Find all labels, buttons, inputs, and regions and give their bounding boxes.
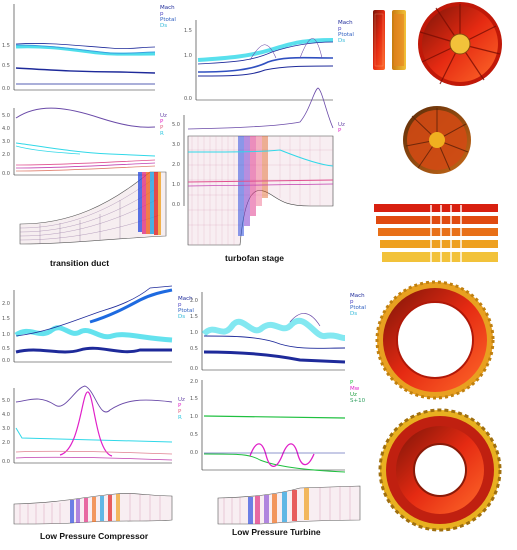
legend-comp-r: R bbox=[178, 415, 182, 421]
panel-transition-duct: 1.5 0.5 0.0 Mach p Ptotal Ds 5.0 4.0 3.0… bbox=[2, 4, 176, 268]
tick-c-0-turb2: 2.0 bbox=[190, 379, 198, 385]
legend-duct-uz: Uz bbox=[160, 113, 167, 119]
legend-duct-r: R bbox=[160, 131, 164, 137]
legend-comp-ds: Ds bbox=[178, 314, 185, 320]
tick-c-3: 0.5 bbox=[2, 346, 10, 352]
tick-b-2: 3.0 bbox=[2, 139, 10, 145]
duct-flow-plot-bottom: 5.0 4.0 3.0 2.0 0.0 Uz P P R bbox=[2, 107, 167, 177]
legend-turb-uz: Uz bbox=[350, 392, 357, 398]
legend-turb-p2: P bbox=[350, 380, 354, 386]
tick-c-2: 1.0 bbox=[2, 332, 10, 338]
tick-a-3: 0.0 bbox=[2, 86, 10, 92]
tick-c-3-turb: 0.5 bbox=[190, 346, 198, 352]
tick-b-5: 0.0 bbox=[2, 171, 10, 177]
tick-c-4-turb2: 0.0 bbox=[190, 450, 198, 456]
render-blade-row-stack bbox=[374, 204, 498, 263]
turbine-flow-plot-bottom: 2.0 1.5 1.0 0.5 0.0 P Mw Uz S+10 bbox=[190, 379, 366, 473]
tick-c-0: 2.0 bbox=[2, 301, 10, 307]
tick-a-1-stage: 1.0 bbox=[184, 53, 192, 59]
turbine-flow-plot-top: 2.0 1.5 1.0 0.5 0.0 Mach p Ptotal Ds bbox=[190, 292, 366, 372]
tick-c-1-turb: 1.5 bbox=[190, 314, 198, 320]
caption-transition-duct: transition duct bbox=[50, 258, 109, 268]
tick-b-5-comp: 0.0 bbox=[2, 459, 10, 465]
tick-b-3: 2.0 bbox=[2, 152, 10, 158]
tick-b-2-comp: 3.0 bbox=[2, 426, 10, 432]
legend-stage-p: p bbox=[338, 26, 342, 32]
legend-comp-uz: Uz bbox=[178, 397, 185, 403]
legend-comp-ptotal: Ptotal bbox=[178, 308, 194, 314]
tick-c-2-turb2: 1.0 bbox=[190, 414, 198, 420]
tick-c-2-turb: 1.0 bbox=[190, 330, 198, 336]
legend-comp-mach: Mach bbox=[178, 296, 193, 302]
legend-stage-ptotal: Ptotal bbox=[338, 32, 354, 38]
caption-lp-turbine: Low Pressure Turbine bbox=[232, 527, 321, 537]
tick-c-4: 0.0 bbox=[2, 358, 10, 364]
legend-comp-p: p bbox=[178, 302, 182, 308]
legend-turb-mw: Mw bbox=[350, 386, 360, 392]
legend-stage-ds: Ds bbox=[338, 38, 345, 44]
tick-b-3-stage: 2.0 bbox=[172, 162, 180, 168]
stage-flow-plot-bottom: 5.0 3.0 2.0 1.0 0.0 bbox=[172, 87, 345, 246]
tick-c-4-turb: 0.0 bbox=[190, 366, 198, 372]
legend-turb-s10: S+10 bbox=[350, 398, 366, 404]
legend-stage-uz: Uz bbox=[338, 122, 345, 128]
panel-lp-turbine: 2.0 1.5 1.0 0.5 0.0 Mach p Ptotal Ds 2.0… bbox=[190, 292, 366, 537]
legend-stage-mach: Mach bbox=[338, 20, 353, 26]
stage-flow-plot-top: 1.5 1.0 0.0 Mach p Ptotal Ds bbox=[184, 20, 354, 102]
legend-duct-p1: P bbox=[160, 119, 164, 125]
render-multistage-rotor bbox=[378, 408, 502, 532]
render-rotor-disk-top bbox=[418, 2, 502, 86]
tick-a-0: 1.5 bbox=[2, 43, 10, 49]
legend-comp-p1: P bbox=[178, 403, 182, 409]
render-rotor-disk-middle bbox=[403, 106, 471, 174]
caption-lp-compressor: Low Pressure Compressor bbox=[40, 531, 149, 541]
legend-duct-p: p bbox=[160, 11, 164, 17]
tick-b-5-stage: 0.0 bbox=[172, 202, 180, 208]
compressor-flow-plot-top: 2.0 1.5 1.0 0.5 0.0 Mach p Ptotal Ds bbox=[2, 285, 194, 364]
legend-turb-mach: Mach bbox=[350, 293, 365, 299]
tick-b-1: 4.0 bbox=[2, 126, 10, 132]
panel-turbofan-stage: 1.5 1.0 0.0 Mach p Ptotal Ds 5.0 3.0 2.0… bbox=[172, 20, 354, 263]
legend-duct-p2: P bbox=[160, 125, 164, 131]
tick-c-0-turb: 2.0 bbox=[190, 298, 198, 304]
tick-c-1-turb2: 1.5 bbox=[190, 396, 198, 402]
legend-stage-p1: P bbox=[338, 128, 342, 134]
tick-b-2-stage: 3.0 bbox=[172, 142, 180, 148]
render-blade-strips bbox=[373, 10, 406, 70]
tick-c-3-turb2: 0.5 bbox=[190, 432, 198, 438]
tick-c-1: 1.5 bbox=[2, 316, 10, 322]
tick-b-0-stage: 5.0 bbox=[172, 122, 180, 128]
tick-a-2: 0.5 bbox=[2, 63, 10, 69]
panel-lp-compressor: 2.0 1.5 1.0 0.5 0.0 Mach p Ptotal Ds 5.0… bbox=[2, 285, 194, 541]
tick-b-1-comp: 4.0 bbox=[2, 412, 10, 418]
duct-geometry-mesh bbox=[19, 171, 167, 245]
tick-b-0-comp: 5.0 bbox=[2, 398, 10, 404]
legend-turb-ds: Ds bbox=[350, 311, 357, 317]
legend-turb-p: p bbox=[350, 299, 354, 305]
legend-duct-mach: Mach bbox=[160, 5, 175, 11]
compressor-geometry-mesh bbox=[13, 493, 173, 525]
duct-flow-plot-top: 1.5 0.5 0.0 Mach p Ptotal Ds bbox=[2, 4, 176, 92]
render-blade-ring bbox=[375, 280, 495, 400]
legend-turb-ptotal: Ptotal bbox=[350, 305, 366, 311]
tick-a-3-stage: 0.0 bbox=[184, 96, 192, 102]
legend-duct-ptotal: Ptotal bbox=[160, 17, 176, 23]
caption-turbofan-stage: turbofan stage bbox=[225, 253, 284, 263]
tick-b-0: 5.0 bbox=[2, 113, 10, 119]
tick-b-4-stage: 1.0 bbox=[172, 182, 180, 188]
legend-duct-ds: Ds bbox=[160, 23, 167, 29]
turbine-geometry-mesh bbox=[217, 485, 361, 525]
legend-comp-p2: P bbox=[178, 409, 182, 415]
tick-a-0-stage: 1.5 bbox=[184, 28, 192, 34]
tick-b-3-comp: 2.0 bbox=[2, 440, 10, 446]
compressor-flow-plot-bottom: 5.0 4.0 3.0 2.0 0.0 Uz P P R bbox=[2, 385, 185, 465]
